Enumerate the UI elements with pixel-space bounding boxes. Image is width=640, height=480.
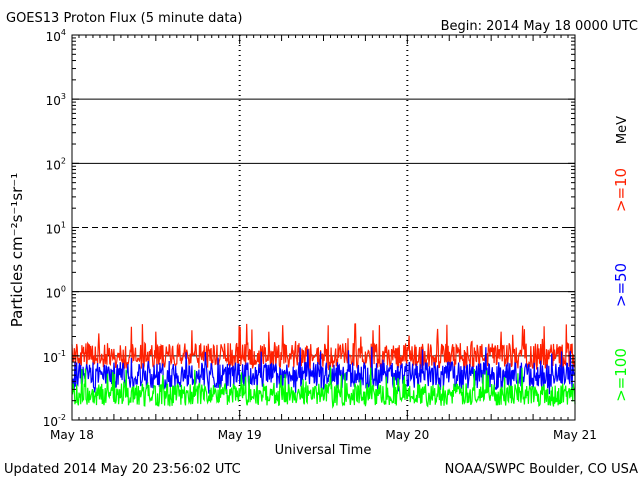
x-tick-label: May 21 (553, 428, 597, 442)
legend-entry: >=10 (612, 168, 630, 212)
credit-text: NOAA/SWPC Boulder, CO USA (445, 462, 638, 477)
x-tick-label: May 20 (385, 428, 429, 442)
series-line (71, 346, 576, 395)
y-axis-ticks: 10-2 10-1 100 101 102 103 104 (43, 28, 575, 429)
x-axis-label: Universal Time (275, 443, 372, 458)
series-line (71, 323, 576, 371)
series-line (71, 366, 576, 409)
y-tick-label: 104 (46, 28, 66, 44)
y-tick-label: 101 (46, 221, 66, 237)
legend: MeV >=10 >=50 >=100 (612, 116, 630, 402)
x-tick-label: May 19 (218, 428, 262, 442)
y-tick-label: 102 (46, 156, 66, 172)
y-tick-label: 103 (46, 92, 66, 108)
y-tick-label: 10-2 (43, 413, 66, 429)
chart-title: GOES13 Proton Flux (5 minute data) (6, 11, 242, 26)
legend-unit: MeV (615, 116, 630, 144)
y-tick-label: 100 (46, 285, 66, 301)
updated-timestamp: Updated 2014 May 20 23:56:02 UTC (4, 462, 241, 477)
legend-entry: >=100 (612, 348, 630, 402)
y-axis-label: Particles cm⁻²s⁻¹sr⁻¹ (8, 173, 26, 327)
data-traces (71, 323, 576, 409)
x-tick-label: May 18 (50, 428, 94, 442)
x-axis-ticks: May 18 May 19 May 20 May 21 (50, 35, 597, 442)
legend-entry: >=50 (612, 263, 630, 307)
y-tick-label: 10-1 (43, 349, 66, 365)
begin-date: Begin: 2014 May 18 0000 UTC (441, 19, 638, 34)
